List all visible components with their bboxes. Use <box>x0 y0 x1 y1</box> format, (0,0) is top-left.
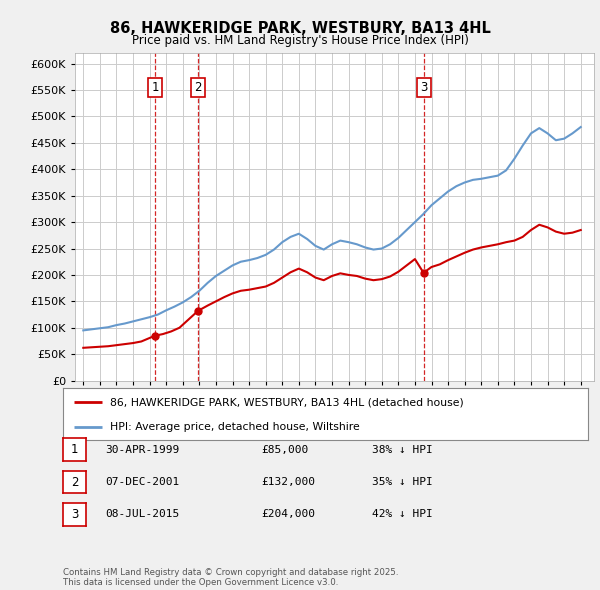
Text: 07-DEC-2001: 07-DEC-2001 <box>105 477 179 487</box>
Text: 38% ↓ HPI: 38% ↓ HPI <box>372 445 433 454</box>
Text: 3: 3 <box>420 81 427 94</box>
Text: Contains HM Land Registry data © Crown copyright and database right 2025.
This d: Contains HM Land Registry data © Crown c… <box>63 568 398 587</box>
Text: 08-JUL-2015: 08-JUL-2015 <box>105 510 179 519</box>
Text: 30-APR-1999: 30-APR-1999 <box>105 445 179 454</box>
Text: £85,000: £85,000 <box>261 445 308 454</box>
Text: 2: 2 <box>71 476 78 489</box>
Text: HPI: Average price, detached house, Wiltshire: HPI: Average price, detached house, Wilt… <box>110 422 360 431</box>
Text: 42% ↓ HPI: 42% ↓ HPI <box>372 510 433 519</box>
Text: 1: 1 <box>151 81 159 94</box>
Text: Price paid vs. HM Land Registry's House Price Index (HPI): Price paid vs. HM Land Registry's House … <box>131 34 469 47</box>
Text: 86, HAWKERIDGE PARK, WESTBURY, BA13 4HL: 86, HAWKERIDGE PARK, WESTBURY, BA13 4HL <box>110 21 490 36</box>
Text: 35% ↓ HPI: 35% ↓ HPI <box>372 477 433 487</box>
Text: 86, HAWKERIDGE PARK, WESTBURY, BA13 4HL (detached house): 86, HAWKERIDGE PARK, WESTBURY, BA13 4HL … <box>110 397 464 407</box>
Text: 2: 2 <box>194 81 202 94</box>
Text: 3: 3 <box>71 508 78 521</box>
Text: 1: 1 <box>71 443 78 456</box>
Text: £204,000: £204,000 <box>261 510 315 519</box>
Text: £132,000: £132,000 <box>261 477 315 487</box>
